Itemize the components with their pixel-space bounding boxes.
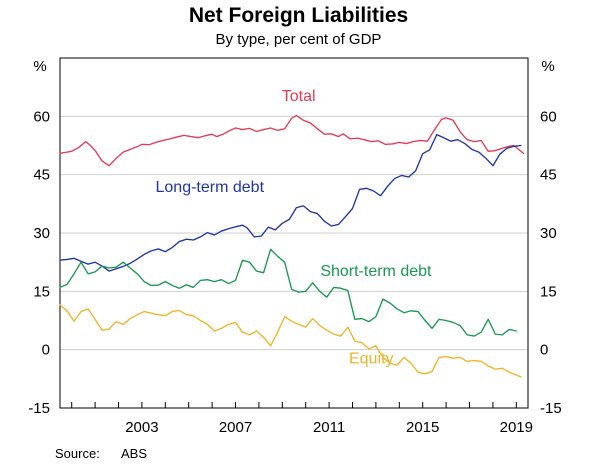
series-line-long-term-debt — [59, 133, 522, 272]
series-line-short-term-debt — [59, 248, 517, 337]
right-axis-unit: % — [541, 58, 554, 75]
series-label-long-term-debt: Long-term debt — [156, 179, 265, 196]
x-tick-label: 2019 — [500, 419, 533, 436]
series-line-total — [59, 114, 524, 167]
series-line-equity — [59, 304, 522, 378]
grid-layer — [60, 115, 528, 409]
y-tick-label-right: 45 — [540, 167, 557, 184]
series-label-short-term-debt: Short-term debt — [320, 263, 432, 280]
x-tick-label: 2003 — [125, 419, 158, 436]
y-tick-label-right: 30 — [540, 225, 557, 242]
source-label: Source: — [55, 446, 100, 461]
chart-title: Net Foreign Liabilities — [189, 4, 408, 27]
y-tick-label-left: 45 — [33, 167, 50, 184]
y-tick-label-right: 0 — [540, 342, 548, 359]
series-label-equity: Equity — [349, 350, 393, 367]
axis-layer — [59, 57, 529, 409]
source-value: ABS — [121, 446, 147, 461]
y-tick-label-left: -15 — [28, 400, 50, 417]
x-tick-label: 2007 — [219, 419, 252, 436]
series-layer — [59, 114, 524, 378]
y-tick-label-left: 60 — [33, 108, 50, 125]
series-label-total: Total — [282, 88, 316, 105]
y-tick-label-left: 30 — [33, 225, 50, 242]
x-tick-label: 2015 — [406, 419, 439, 436]
tick-layer: 60 60 45 45 30 30 15 15 0 0 -15 -15 2003 2007 2011 2015… — [28, 108, 561, 436]
y-tick-label-right: 60 — [540, 108, 557, 125]
left-axis-unit: % — [33, 58, 46, 75]
y-tick-label-right: 15 — [540, 283, 557, 300]
y-tick-label-left: 0 — [42, 342, 50, 359]
label-layer: Total Long-term debt Short-term debt Equity — [156, 88, 433, 367]
chart-subtitle: By type, per cent of GDP — [216, 31, 382, 48]
y-tick-label-right: -15 — [540, 400, 562, 417]
y-tick-label-left: 15 — [33, 283, 50, 300]
plot-frame — [59, 57, 529, 409]
x-tick-label: 2011 — [313, 419, 345, 436]
